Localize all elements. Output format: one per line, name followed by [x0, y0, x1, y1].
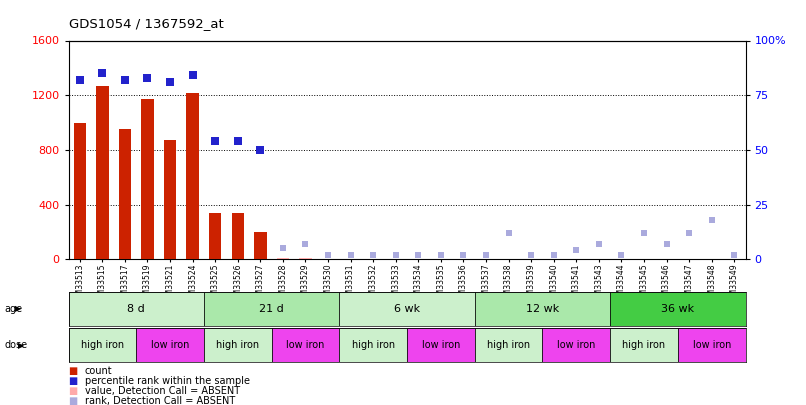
Text: high iron: high iron: [351, 340, 395, 350]
Bar: [407, 328, 475, 362]
Text: value, Detection Call = ABSENT: value, Detection Call = ABSENT: [85, 386, 239, 396]
Bar: [344, 258, 357, 259]
Text: ▶: ▶: [15, 305, 21, 313]
Bar: [141, 99, 154, 259]
Text: 36 wk: 36 wk: [661, 304, 695, 314]
Bar: [475, 328, 542, 362]
Bar: [547, 258, 560, 259]
Bar: [475, 292, 610, 326]
Bar: [678, 328, 746, 362]
Text: low iron: low iron: [692, 340, 731, 350]
Bar: [204, 292, 339, 326]
Bar: [69, 292, 204, 326]
Text: low iron: low iron: [422, 340, 460, 350]
Text: 12 wk: 12 wk: [526, 304, 559, 314]
Text: percentile rank within the sample: percentile rank within the sample: [85, 376, 250, 386]
Bar: [592, 258, 605, 259]
Text: low iron: low iron: [557, 340, 596, 350]
Bar: [683, 258, 696, 259]
Text: 6 wk: 6 wk: [394, 304, 420, 314]
Text: ■: ■: [69, 366, 77, 375]
Bar: [164, 140, 177, 259]
Bar: [502, 258, 515, 259]
Bar: [367, 258, 380, 259]
Bar: [542, 328, 610, 362]
Text: 21 d: 21 d: [260, 304, 284, 314]
Text: dose: dose: [4, 341, 27, 350]
Bar: [299, 258, 312, 259]
Text: high iron: high iron: [622, 340, 666, 350]
Bar: [322, 258, 334, 259]
Bar: [412, 258, 425, 259]
Bar: [660, 258, 673, 259]
Bar: [705, 258, 718, 259]
Text: high iron: high iron: [216, 340, 260, 350]
Bar: [457, 258, 470, 259]
Bar: [231, 213, 244, 259]
Bar: [204, 328, 272, 362]
Bar: [118, 129, 131, 259]
Bar: [525, 258, 538, 259]
Bar: [610, 292, 746, 326]
Bar: [339, 292, 475, 326]
Bar: [209, 213, 222, 259]
Bar: [96, 86, 109, 259]
Text: age: age: [4, 304, 22, 314]
Text: rank, Detection Call = ABSENT: rank, Detection Call = ABSENT: [85, 396, 235, 405]
Text: low iron: low iron: [286, 340, 325, 350]
Bar: [615, 258, 628, 259]
Text: ■: ■: [69, 396, 77, 405]
Text: 8 d: 8 d: [127, 304, 145, 314]
Bar: [638, 258, 650, 259]
Text: count: count: [85, 366, 112, 375]
Bar: [69, 328, 136, 362]
Text: low iron: low iron: [151, 340, 189, 350]
Bar: [728, 258, 741, 259]
Bar: [570, 258, 583, 259]
Text: ▶: ▶: [18, 341, 24, 350]
Bar: [339, 328, 407, 362]
Text: high iron: high iron: [81, 340, 124, 350]
Text: ■: ■: [69, 376, 77, 386]
Bar: [136, 328, 204, 362]
Bar: [610, 328, 678, 362]
Bar: [276, 258, 289, 259]
Bar: [73, 123, 86, 259]
Text: GDS1054 / 1367592_at: GDS1054 / 1367592_at: [69, 17, 223, 30]
Text: ■: ■: [69, 386, 77, 396]
Bar: [480, 258, 492, 259]
Bar: [389, 258, 402, 259]
Text: high iron: high iron: [487, 340, 530, 350]
Bar: [434, 258, 447, 259]
Bar: [254, 232, 267, 259]
Bar: [272, 328, 339, 362]
Bar: [186, 93, 199, 259]
